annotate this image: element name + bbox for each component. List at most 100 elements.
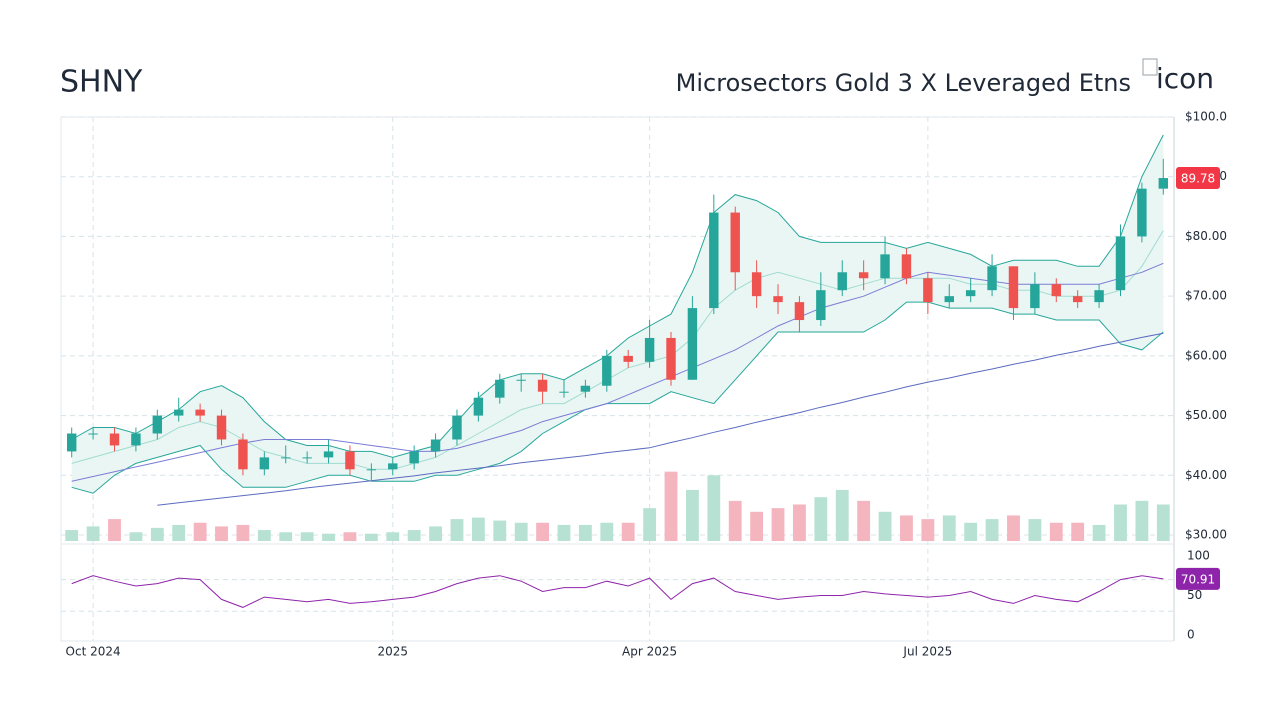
overlay-line xyxy=(71,230,1164,470)
candle-body xyxy=(709,212,719,309)
volume-bar xyxy=(193,522,207,541)
candle-body xyxy=(495,379,505,398)
candle-body xyxy=(473,397,484,416)
volume-bar xyxy=(600,522,614,541)
volume-bar xyxy=(86,526,100,541)
candle-body xyxy=(452,415,462,440)
volume-bar xyxy=(1071,522,1085,541)
candle-body xyxy=(1072,296,1083,303)
volume-bar xyxy=(643,508,657,541)
candle-body xyxy=(901,254,912,279)
candle-body xyxy=(858,272,869,279)
volume-bar xyxy=(386,532,400,541)
candle-body xyxy=(109,433,120,446)
candle-body xyxy=(259,457,270,470)
volume-bar xyxy=(750,511,764,541)
broken-image xyxy=(1142,58,1158,76)
volume-bar xyxy=(964,522,978,541)
rsi-line xyxy=(71,575,1164,608)
overlay-line xyxy=(71,134,1164,458)
fund-name: Microsectors Gold 3 X Leveraged Etns xyxy=(676,69,1131,97)
candle-body xyxy=(1158,178,1169,189)
candle-body xyxy=(773,296,783,303)
volume-bar xyxy=(900,515,913,541)
candle-body xyxy=(816,290,826,321)
x-tick-label: Jul 2025 xyxy=(902,645,952,659)
y-tick-label: $70.00 xyxy=(1185,289,1227,303)
candle-body xyxy=(923,278,933,303)
candle-body xyxy=(516,379,526,381)
candle-body xyxy=(580,385,591,392)
volume-bar xyxy=(728,500,742,541)
volume-bar xyxy=(108,519,121,541)
volume-bar xyxy=(985,519,999,541)
last-price-label: 89.78 xyxy=(1181,172,1215,186)
volume-bar xyxy=(878,511,892,541)
candle-body xyxy=(88,433,98,435)
candle-body xyxy=(238,439,248,470)
candle-body xyxy=(174,409,184,416)
candle-body xyxy=(1137,188,1147,237)
candle-body xyxy=(216,415,227,440)
bollinger-fill xyxy=(71,134,1164,494)
volume-bar xyxy=(1007,515,1020,541)
volume-bar xyxy=(279,532,293,541)
rsi-tick-label: 0 xyxy=(1187,628,1195,642)
ticker-title: SHNY xyxy=(60,65,143,100)
y-tick-label: $40.00 xyxy=(1185,468,1227,482)
candle-body xyxy=(302,457,312,459)
candle-body xyxy=(987,266,997,291)
candle-body xyxy=(644,337,655,362)
y-tick-label: $80.00 xyxy=(1185,229,1227,243)
overlay-line xyxy=(71,262,1164,482)
candle-body xyxy=(1051,284,1061,297)
candle-body xyxy=(537,379,548,392)
candle-body xyxy=(388,463,398,470)
candle-body xyxy=(880,254,890,279)
y-tick-label: $100.0 xyxy=(1185,110,1227,124)
candle-body xyxy=(965,290,976,297)
candle-body xyxy=(623,355,633,362)
volume-bar xyxy=(172,524,186,541)
volume-bar xyxy=(1156,504,1170,541)
volume-bar xyxy=(707,475,721,541)
candle-body xyxy=(366,469,377,471)
candle-body xyxy=(195,409,205,416)
candle-body xyxy=(1094,290,1104,303)
volume-bar xyxy=(257,530,271,541)
volume-bar xyxy=(942,515,956,541)
candle-body xyxy=(323,451,334,458)
volume-bar xyxy=(793,504,806,541)
candle-body xyxy=(1030,284,1040,309)
volume-bar xyxy=(664,471,678,541)
y-tick-label: $50.00 xyxy=(1185,408,1227,422)
x-tick-label: 2025 xyxy=(377,645,408,659)
volume-bar xyxy=(578,524,592,541)
candle-body xyxy=(602,355,612,386)
volume-bar xyxy=(1114,504,1127,541)
volume-bar xyxy=(1092,524,1106,541)
volume-bar xyxy=(150,527,164,541)
volume-bar xyxy=(471,517,485,541)
candle-body xyxy=(559,391,569,393)
volume-bar xyxy=(300,532,314,541)
volume-bar xyxy=(65,530,79,541)
volume-bar xyxy=(771,508,785,541)
volume-bar xyxy=(236,524,250,541)
y-tick-label: $30.00 xyxy=(1185,528,1227,542)
volume-bar xyxy=(1135,500,1149,541)
candle-body xyxy=(1008,266,1019,309)
candle-body xyxy=(730,212,740,273)
overlay-line xyxy=(157,332,1164,506)
volume-bar xyxy=(429,526,442,541)
overlay-line xyxy=(71,301,1164,494)
candle-body xyxy=(687,308,698,380)
candle-body xyxy=(430,439,441,452)
rsi-tick-label: 100 xyxy=(1187,548,1210,562)
volume-bar xyxy=(343,532,357,541)
volume-bar xyxy=(814,497,828,541)
volume-bar xyxy=(215,526,228,541)
volume-bar xyxy=(621,522,635,541)
